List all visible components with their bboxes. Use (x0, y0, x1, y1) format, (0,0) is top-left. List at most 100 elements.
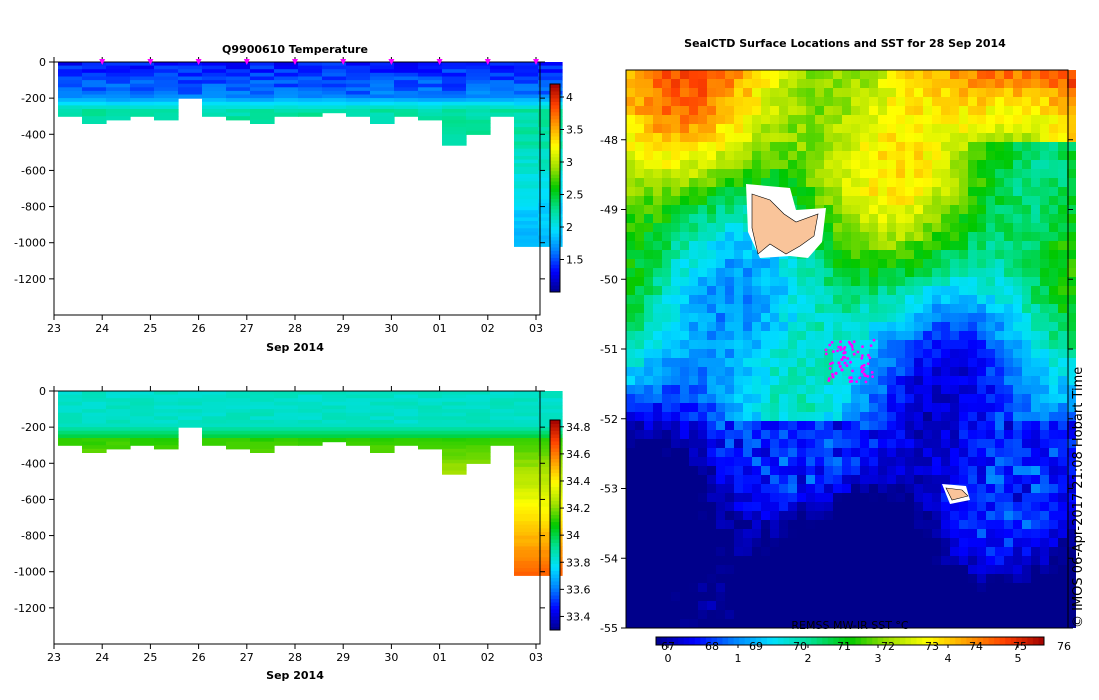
sst-cell (653, 619, 662, 628)
sst-cell (1013, 349, 1022, 358)
sst-cell (662, 385, 671, 394)
section-cell (322, 90, 347, 96)
sst-cell (635, 88, 644, 97)
sst-cell (986, 502, 995, 511)
seal-location (837, 345, 841, 349)
colorbar-segment (550, 434, 560, 438)
sst-cell (761, 313, 770, 322)
sst-cell (1004, 376, 1013, 385)
sst-cell (1031, 538, 1040, 547)
sst-cell (905, 538, 914, 547)
section-cell (58, 416, 83, 421)
sst-cell (653, 394, 662, 403)
sst-cell (914, 511, 923, 520)
sst-cell (887, 142, 896, 151)
sst-cell (734, 196, 743, 205)
sst-cell (725, 106, 734, 115)
sst-cell (878, 331, 887, 340)
sst-cell (716, 466, 725, 475)
sst-colorbar-segment (689, 637, 696, 645)
sst-cell (959, 205, 968, 214)
sst-cell (698, 277, 707, 286)
x-tick-label: 02 (481, 651, 495, 664)
sst-cell (824, 241, 833, 250)
sst-cell (959, 223, 968, 232)
sst-cell (995, 304, 1004, 313)
sst-cell (725, 475, 734, 484)
sst-cell (1031, 106, 1040, 115)
section-cell (418, 94, 443, 99)
sst-cell (815, 286, 824, 295)
sst-cell (662, 529, 671, 538)
sst-cell (797, 313, 806, 322)
sst-cell (905, 376, 914, 385)
sst-cell (905, 331, 914, 340)
sst-cell (968, 106, 977, 115)
sst-cell (635, 340, 644, 349)
sst-cell (671, 250, 680, 259)
sst-cell (905, 133, 914, 142)
sst-cell (752, 484, 761, 493)
section-cell (514, 528, 539, 533)
sst-cell (887, 331, 896, 340)
sst-cell (662, 394, 671, 403)
sst-cell (905, 142, 914, 151)
section-cell (370, 398, 395, 403)
section-cell (58, 434, 83, 439)
sst-cell (644, 97, 653, 106)
sst-cell (941, 223, 950, 232)
colorbar-segment (550, 212, 560, 217)
colorbar-segment (550, 525, 560, 529)
sst-cell (1004, 358, 1013, 367)
sst-cell (896, 466, 905, 475)
sst-cell (707, 160, 716, 169)
sst-cell (968, 322, 977, 331)
section-cell (154, 109, 179, 114)
sst-cell (752, 556, 761, 565)
sst-cell (725, 115, 734, 124)
sst-cell (1049, 421, 1058, 430)
sst-cell (815, 340, 824, 349)
colorbar-segment (550, 274, 560, 279)
sst-cell (905, 151, 914, 160)
sst-cell (824, 610, 833, 619)
sst-cell (707, 610, 716, 619)
sst-cell (734, 286, 743, 295)
sst-cell (824, 160, 833, 169)
section-cell (466, 419, 491, 425)
sst-cell (635, 583, 644, 592)
sst-colorbar-segment (833, 637, 840, 645)
sst-cell (725, 97, 734, 106)
sst-cell (1049, 151, 1058, 160)
sst-cell (635, 187, 644, 196)
colorbar-segment (550, 156, 560, 161)
sst-cell (761, 412, 770, 421)
sst-cell (932, 547, 941, 556)
sst-cell (1013, 79, 1022, 88)
sst-cell (1049, 511, 1058, 520)
section-cell (514, 456, 539, 461)
sst-cell (725, 295, 734, 304)
sst-cell (968, 97, 977, 106)
colorbar-segment (550, 260, 560, 265)
sst-cell (1040, 205, 1049, 214)
sst-cell (1022, 457, 1031, 466)
sst-cell (950, 142, 959, 151)
sst-cell (923, 187, 932, 196)
section-cell (466, 452, 491, 457)
sst-cell (1049, 475, 1058, 484)
sst-cell (950, 196, 959, 205)
section-cell (178, 83, 203, 88)
sst-cell (725, 160, 734, 169)
sst-cell (1004, 88, 1013, 97)
section-cell (322, 105, 347, 110)
sst-cell (662, 367, 671, 376)
sst-cell (995, 97, 1004, 106)
section-cell (514, 166, 539, 171)
sst-cell (941, 556, 950, 565)
sst-cell (905, 610, 914, 619)
sst-cell (1022, 304, 1031, 313)
sst-cell (950, 475, 959, 484)
sst-cell (1058, 601, 1067, 610)
sst-cell (833, 313, 842, 322)
